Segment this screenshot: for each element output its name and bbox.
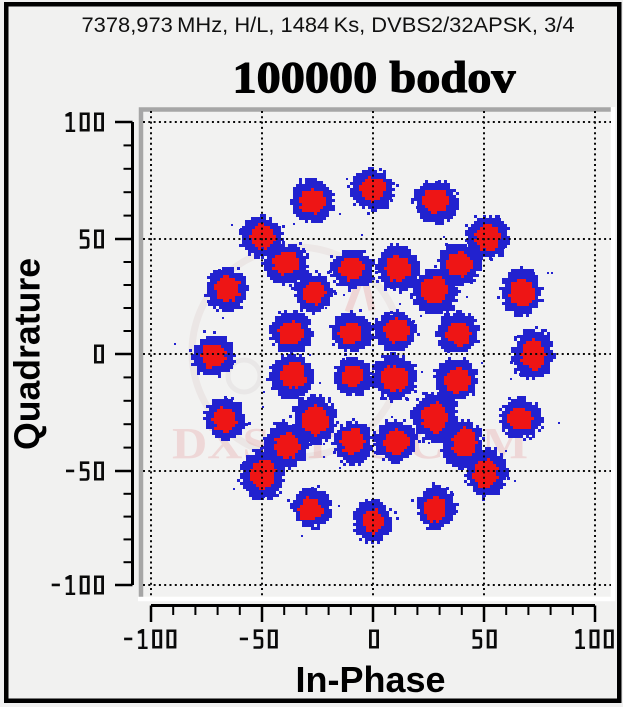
svg-text:Quadrature: Quadrature <box>7 258 48 450</box>
svg-text:100000 bodov: 100000 bodov <box>233 53 516 102</box>
svg-text:7378,973 MHz, H/L, 1484 Ks, DV: 7378,973 MHz, H/L, 1484 Ks, DVBS2/32APSK… <box>82 13 575 37</box>
svg-text:In-Phase: In-Phase <box>296 659 446 700</box>
